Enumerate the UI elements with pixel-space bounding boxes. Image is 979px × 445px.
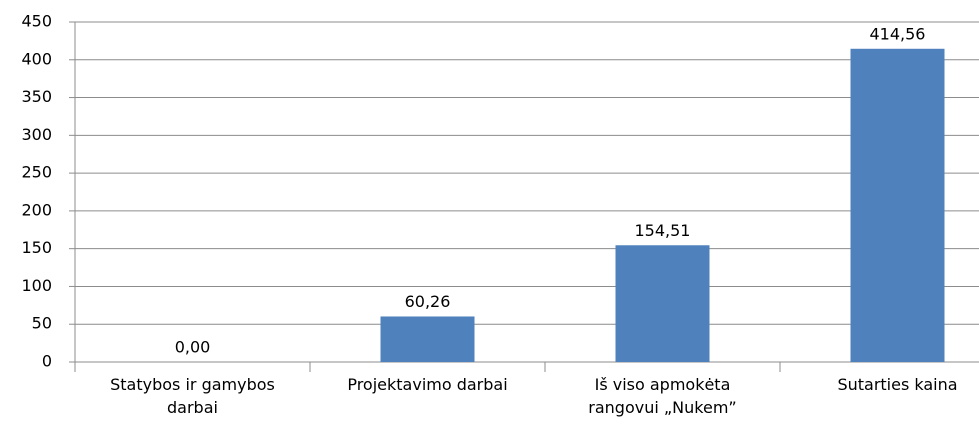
y-tick-label: 300 xyxy=(21,125,52,144)
value-label: 414,56 xyxy=(870,24,926,43)
y-tick-label: 250 xyxy=(21,163,52,182)
x-tick-label: Iš viso apmokėta rangovui „Nukem” xyxy=(588,375,737,417)
bar xyxy=(380,316,475,362)
x-tick-label: Statybos ir gamybos darbai xyxy=(110,375,275,417)
value-label: 154,51 xyxy=(635,221,691,240)
bar xyxy=(850,48,945,363)
y-tick-label: 50 xyxy=(32,314,52,333)
y-tick-label: 450 xyxy=(21,12,52,31)
x-tick-label: Sutarties kaina xyxy=(837,375,958,394)
y-tick-label: 150 xyxy=(21,238,52,257)
y-tick-label: 200 xyxy=(21,200,52,219)
bar xyxy=(615,245,710,362)
y-tick-label: 350 xyxy=(21,87,52,106)
x-tick-label: Projektavimo darbai xyxy=(347,375,508,394)
value-label: 60,26 xyxy=(405,292,451,311)
y-tick-label: 100 xyxy=(21,276,52,295)
value-label: 0,00 xyxy=(175,338,211,357)
y-tick-label: 0 xyxy=(42,352,52,371)
y-tick-label: 400 xyxy=(21,49,52,68)
